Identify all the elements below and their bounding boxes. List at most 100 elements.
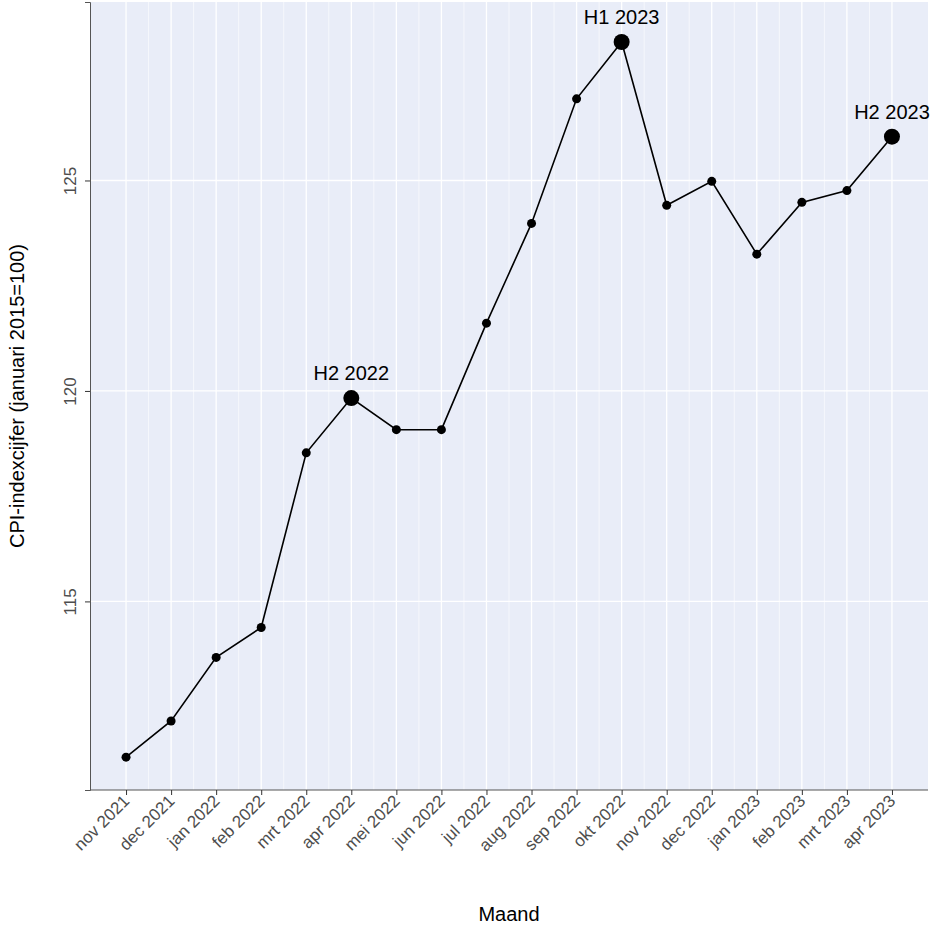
- annotation: H2 2023: [854, 101, 930, 123]
- x-tick-mark: [532, 790, 533, 795]
- highlight-point: [343, 390, 359, 406]
- grid-line-x: [441, 2, 442, 790]
- minor-grid-line: [463, 2, 464, 790]
- point: [797, 198, 806, 207]
- minor-grid-line: [328, 2, 329, 790]
- grid-line-y: [90, 601, 928, 602]
- x-tick-mark: [486, 790, 487, 795]
- y-tick-label: 125: [61, 167, 80, 195]
- x-tick-mark: [171, 790, 172, 795]
- point: [437, 425, 446, 434]
- minor-grid-line: [509, 2, 510, 790]
- chart: 115 120 125 nov 2021dec 2021jan 2022feb 202…: [0, 0, 932, 932]
- grid-line-x: [396, 2, 397, 790]
- grid-line-x: [621, 2, 622, 790]
- point: [482, 319, 491, 328]
- y-tick: 120: [61, 377, 90, 405]
- x-tick-mark: [126, 790, 127, 795]
- grid-line-x: [801, 2, 802, 790]
- point: [572, 94, 581, 103]
- x-tick: jun 2022: [388, 790, 448, 852]
- highlight-point: [614, 34, 630, 50]
- minor-grid-line: [418, 2, 419, 790]
- grid-line-x: [125, 2, 126, 790]
- point: [707, 177, 716, 186]
- grid-line-x: [711, 2, 712, 790]
- x-tick-mark: [396, 790, 397, 795]
- minor-grid-line: [283, 2, 284, 790]
- x-axis-title: Maand: [478, 903, 539, 925]
- x-tick-label: dec 2022: [656, 791, 719, 854]
- minor-grid-line: [193, 2, 194, 790]
- x-tick-mark: [577, 790, 578, 795]
- x-tick-mark: [712, 790, 713, 795]
- point: [122, 753, 131, 762]
- point: [302, 448, 311, 457]
- line: [126, 42, 892, 757]
- minor-grid-line: [824, 2, 825, 790]
- x-tick: dec 2021: [116, 790, 179, 854]
- grid: [90, 2, 928, 790]
- y-axis-line: [85, 3, 91, 791]
- x-tick-mark: [847, 790, 848, 795]
- y-tick: 125: [61, 167, 90, 195]
- minor-grid-line: [373, 2, 374, 790]
- grid-line-x: [756, 2, 757, 790]
- y-tick-label: 120: [61, 377, 80, 405]
- highlight-point: [884, 129, 900, 145]
- grid-line-x: [306, 2, 307, 790]
- y-axis: 115 120 125: [61, 3, 91, 791]
- grid-line-x: [216, 2, 217, 790]
- grid-line-x: [666, 2, 667, 790]
- x-tick-mark: [757, 790, 758, 795]
- annotation: H2 2022: [313, 362, 389, 384]
- grid-line-x: [170, 2, 171, 790]
- x-tick-mark: [261, 790, 262, 795]
- point: [527, 219, 536, 228]
- grid-line-y: [90, 180, 928, 181]
- point: [212, 653, 221, 662]
- grid-line-x: [846, 2, 847, 790]
- minor-grid-line: [554, 2, 555, 790]
- point: [662, 201, 671, 210]
- point: [257, 623, 266, 632]
- x-tick: sep 2022: [521, 790, 584, 854]
- minor-grid-line: [599, 2, 600, 790]
- x-tick: apr 2023: [838, 790, 899, 852]
- grid-line-x: [486, 2, 487, 790]
- x-tick-mark: [622, 790, 623, 795]
- x-tick-mark: [441, 790, 442, 795]
- x-tick-label: apr 2023: [838, 791, 899, 852]
- x-tick-mark: [306, 790, 307, 795]
- y-axis-title: CPI-indexcijfer (januari 2015=100): [6, 244, 28, 548]
- point: [167, 716, 176, 725]
- x-tick-mark: [802, 790, 803, 795]
- x-tick-label: dec 2021: [116, 791, 179, 854]
- minor-grid-line: [148, 2, 149, 790]
- y-tick-mark: [85, 180, 90, 181]
- grid-line-x: [531, 2, 532, 790]
- minor-grid-line: [779, 2, 780, 790]
- x-axis: nov 2021dec 2021jan 2022feb 2022mrt 2022…: [70, 790, 928, 855]
- annotation: H1 2023: [584, 6, 660, 28]
- x-tick: mei 2022: [341, 790, 404, 854]
- point: [752, 250, 761, 259]
- x-tick-label: jun 2022: [388, 791, 448, 851]
- plot-area: [122, 34, 900, 762]
- x-tick-mark: [667, 790, 668, 795]
- plot-background: [90, 2, 928, 790]
- grid-line-y: [90, 390, 928, 391]
- minor-grid-line: [689, 2, 690, 790]
- minor-grid-line: [238, 2, 239, 790]
- point: [392, 425, 401, 434]
- y-tick: 115: [61, 588, 90, 615]
- x-tick-label: mei 2022: [341, 791, 404, 854]
- grid-line-x: [576, 2, 577, 790]
- y-tick-label: 115: [61, 588, 80, 615]
- point: [842, 186, 851, 195]
- x-tick-mark: [892, 790, 893, 795]
- grid-line-x: [261, 2, 262, 790]
- x-tick-label: sep 2022: [521, 791, 584, 854]
- x-tick-mark: [216, 790, 217, 795]
- minor-grid-line: [734, 2, 735, 790]
